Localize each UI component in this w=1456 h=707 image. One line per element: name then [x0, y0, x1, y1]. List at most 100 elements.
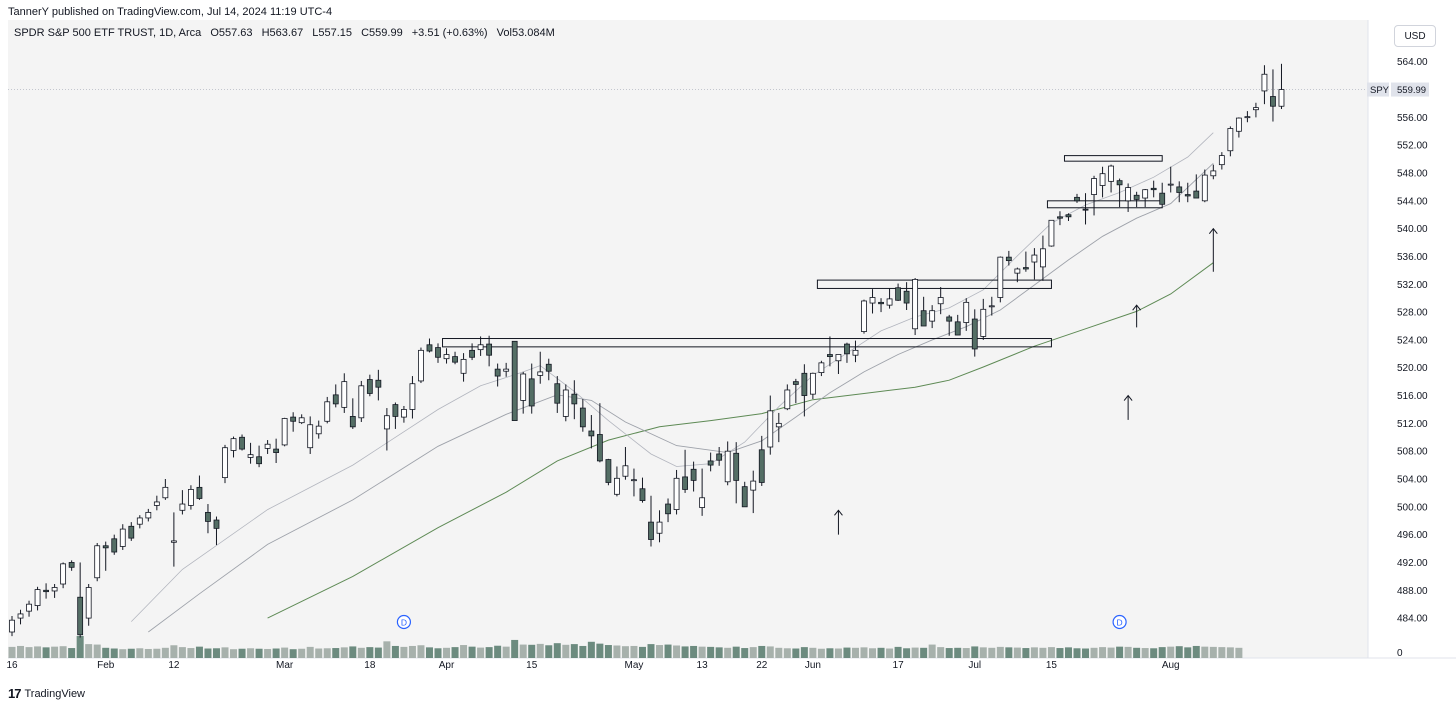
volume-bar [792, 648, 800, 658]
candle-body [281, 418, 288, 446]
volume-bar [741, 648, 749, 658]
candle-body [1253, 107, 1259, 111]
x-tick-label: 15 [526, 660, 538, 671]
volume-bar [127, 648, 135, 658]
volume-bar [988, 647, 996, 658]
candle-body [85, 587, 92, 619]
volume-bar [434, 648, 442, 658]
candle-body [665, 503, 671, 515]
volume-bar [604, 645, 612, 658]
candle-body [222, 447, 228, 479]
candle-body [724, 450, 731, 483]
volume-bar [238, 648, 246, 658]
x-tick-label: 15 [1046, 660, 1058, 671]
candle-body [188, 489, 194, 506]
candle-body [43, 589, 49, 593]
candle-body [767, 410, 774, 448]
volume-bar [937, 647, 945, 658]
volume-bar [1013, 647, 1021, 658]
volume-bar [1090, 647, 1098, 658]
candle-body [409, 383, 416, 410]
volume-bar [408, 645, 416, 658]
candle-body [562, 389, 569, 417]
candle-body [920, 310, 927, 327]
y-tick-label: 524.00 [1397, 335, 1428, 346]
volume-bar [928, 644, 936, 658]
x-tick-label: 18 [364, 660, 376, 671]
symbol-tag-label: SPY [1370, 85, 1390, 96]
candle-body [656, 521, 663, 534]
close-value: C559.99 [361, 27, 403, 39]
candle-body [1227, 128, 1234, 152]
low-value: L557.15 [312, 27, 353, 39]
volume-bar [1022, 648, 1030, 658]
volume-value: Vol53.084M [496, 27, 555, 39]
volume-bar [579, 645, 587, 658]
candle-body [1091, 178, 1097, 195]
candle-body [1218, 155, 1225, 166]
candle-body [596, 434, 603, 462]
volume-bar [996, 646, 1004, 658]
candle-body [9, 619, 15, 633]
candle-body [375, 379, 382, 388]
currency-button[interactable]: USD [1394, 25, 1436, 47]
volume-bar [204, 648, 212, 658]
volume-bar [621, 646, 629, 658]
x-tick-label: Jul [968, 660, 981, 671]
volume-bar [664, 644, 672, 658]
candle-body [1278, 89, 1285, 107]
volume-bar [34, 646, 42, 658]
volume-bar [647, 644, 655, 658]
candle-body [1022, 267, 1029, 270]
candle-body [699, 497, 706, 508]
volume-bar [485, 647, 493, 658]
moving-average-mid [148, 162, 1214, 633]
candle-body [1193, 190, 1200, 199]
candle-body [469, 349, 475, 358]
candle-body [290, 416, 297, 422]
volume-bar [306, 646, 314, 658]
candle-body [980, 308, 987, 337]
candle-body [869, 297, 876, 304]
candle-body [477, 344, 484, 351]
volume-bar [323, 648, 331, 658]
volume-bar [161, 647, 169, 658]
volume-bar [1056, 648, 1064, 658]
moving-average-slow [267, 262, 1214, 619]
candle-body [273, 448, 280, 453]
candle-body [26, 603, 32, 612]
dividend-marker-icon [1112, 614, 1127, 630]
volume-bar [468, 646, 476, 658]
volume-bar [570, 644, 578, 658]
y-tick-label: 552.00 [1397, 141, 1428, 152]
volume-bar [383, 641, 391, 658]
volume-bar [834, 648, 842, 658]
volume-bar [954, 647, 962, 658]
candle-body [792, 381, 799, 385]
volume-bar [68, 648, 76, 658]
volume-bar [673, 645, 681, 658]
volume-bar [826, 648, 834, 658]
volume-bar [272, 648, 280, 658]
volume-bar [638, 646, 646, 658]
x-tick-label: May [625, 660, 644, 671]
candle-body [230, 438, 237, 451]
candle-body [1167, 183, 1174, 186]
volume-bar [1150, 648, 1158, 658]
tradingview-footer[interactable]: 17 TradingView [8, 686, 85, 701]
volume-bar [1133, 647, 1141, 658]
volume-bar [1116, 646, 1124, 658]
x-tick-label: 13 [697, 660, 709, 671]
volume-bar [869, 648, 877, 658]
candle-body [307, 424, 314, 449]
candle-body [741, 486, 748, 508]
volume-bar [1226, 647, 1234, 658]
volume-bar [144, 648, 152, 658]
volume-bar [707, 646, 715, 658]
candle-body [716, 453, 723, 461]
candle-body [1235, 117, 1242, 132]
candle-body [324, 401, 331, 422]
volume-bar [391, 645, 399, 658]
candle-body [1270, 96, 1276, 107]
